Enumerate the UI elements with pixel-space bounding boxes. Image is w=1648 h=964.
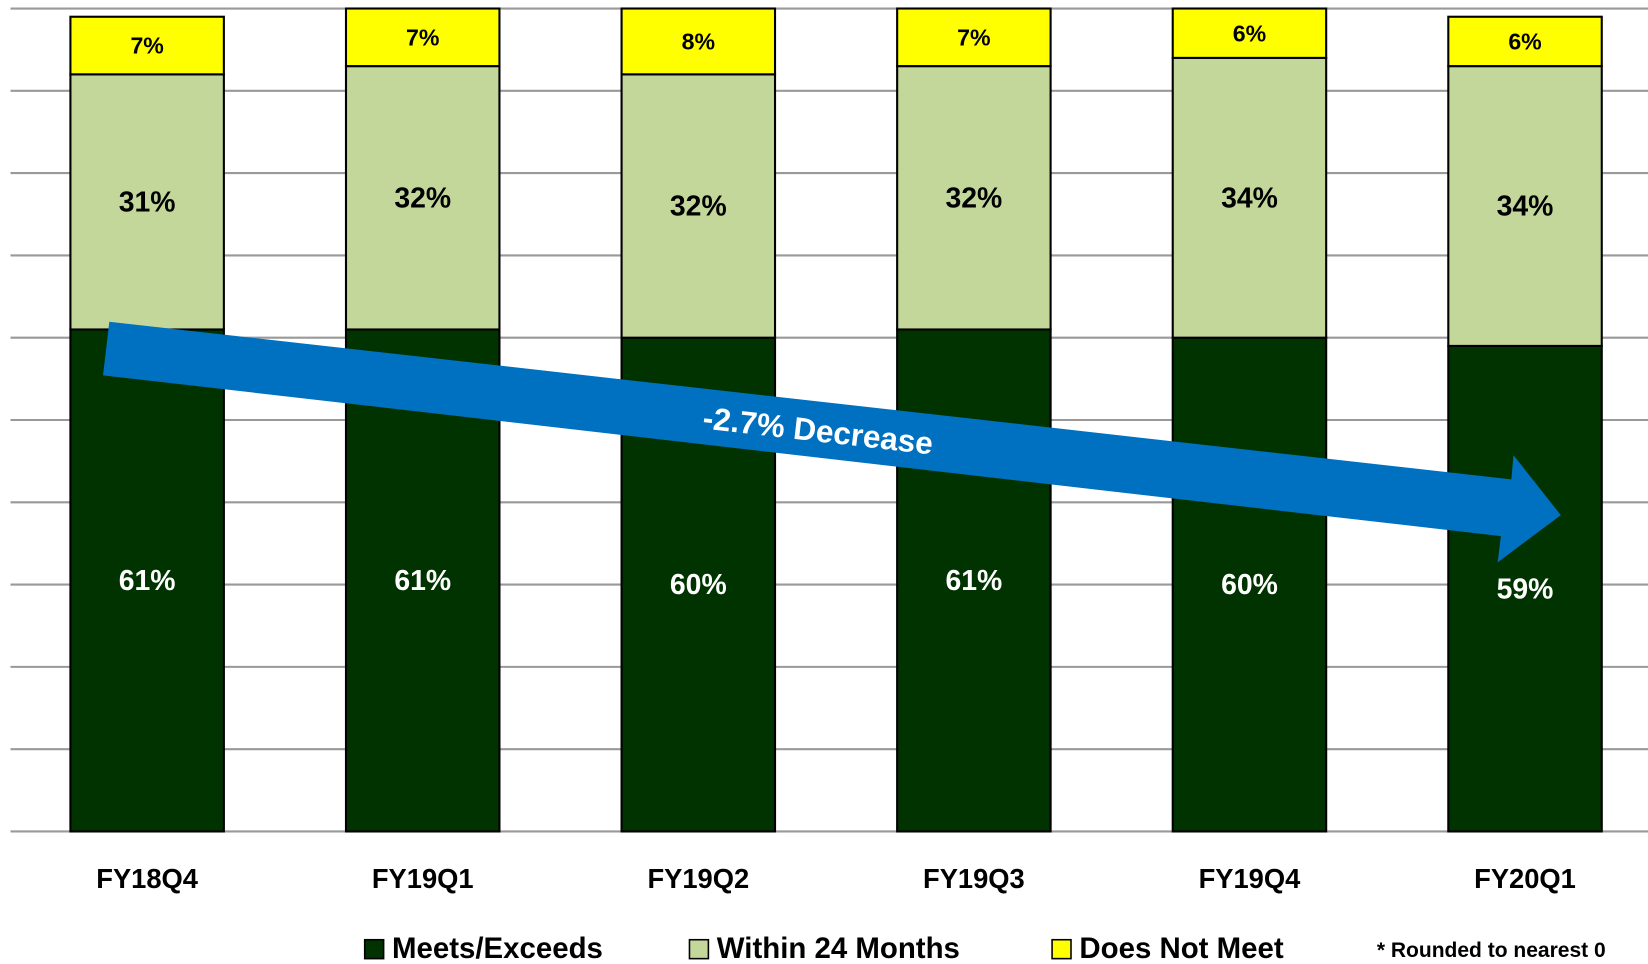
data-label: 34% [1497, 191, 1554, 223]
legend-label: Within 24 Months [717, 932, 960, 964]
bar-segment [1447, 65, 1603, 347]
data-label: 34% [1221, 182, 1278, 214]
trend-arrow [103, 321, 1561, 563]
data-label: 7% [130, 33, 163, 59]
bar-segment [344, 65, 501, 331]
bar-segment [344, 7, 501, 68]
bar-segment [69, 328, 225, 833]
data-label: 60% [1221, 569, 1278, 601]
bar-segment [69, 15, 225, 76]
legend-label: Meets/Exceeds [392, 932, 603, 964]
data-label: 61% [394, 565, 451, 597]
legend-label: Does Not Meet [1079, 932, 1283, 964]
data-label: 32% [394, 182, 451, 214]
data-label: 6% [1508, 29, 1541, 55]
bar-segment [896, 328, 1052, 833]
data-label: 60% [670, 569, 727, 601]
bar-segment [69, 73, 225, 331]
bar-segment [1171, 336, 1328, 833]
legend-swatch [1051, 938, 1072, 960]
data-label: 6% [1233, 20, 1266, 46]
data-label: 32% [945, 182, 1002, 214]
data-label: 8% [682, 29, 715, 55]
data-label: 61% [945, 565, 1002, 597]
data-label: 61% [119, 565, 176, 597]
x-tick-label: FY20Q1 [1474, 863, 1576, 894]
x-tick-label: FY19Q3 [923, 863, 1025, 894]
x-tick-label: FY19Q2 [647, 863, 749, 894]
bar-segment [896, 7, 1052, 68]
data-label: 7% [957, 25, 990, 51]
data-label: 31% [119, 187, 176, 219]
data-label: 59% [1497, 573, 1554, 605]
x-tick-label: FY19Q1 [372, 863, 474, 894]
legend-swatch [363, 938, 385, 960]
bar-segment [1171, 7, 1328, 59]
legend-swatch [688, 938, 710, 960]
footnote: * Rounded to nearest 0 [1377, 939, 1606, 962]
x-tick-label: FY19Q4 [1199, 863, 1302, 894]
bar-segment [1447, 344, 1603, 833]
bar-segment [620, 73, 777, 339]
bar-segment [896, 65, 1052, 331]
data-label: 32% [670, 191, 727, 223]
bar-segment [1447, 15, 1603, 68]
bar-segment [620, 7, 777, 76]
data-label: 7% [406, 25, 439, 51]
x-tick-label: FY18Q4 [96, 863, 199, 894]
